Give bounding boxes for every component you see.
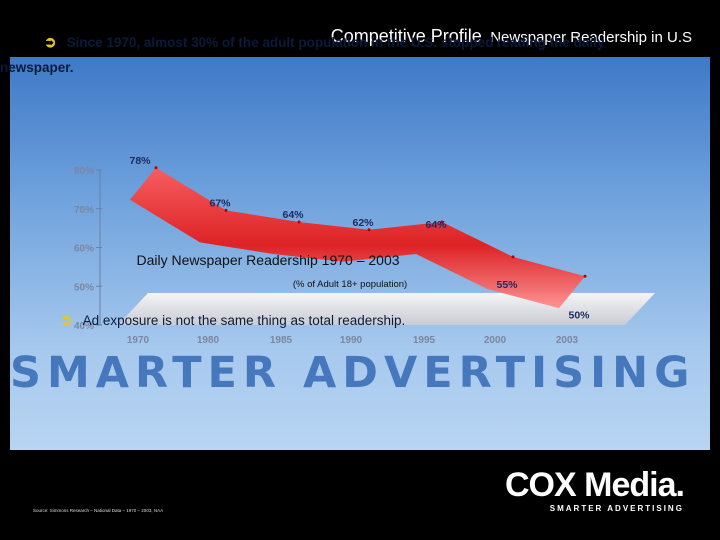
x-tick-label: 2000	[484, 335, 507, 346]
arrow-circle-icon: ➲	[44, 34, 57, 51]
data-label: 64%	[425, 219, 447, 231]
data-label: 62%	[352, 217, 374, 229]
data-point	[583, 274, 587, 278]
x-tick-label: 1990	[340, 335, 363, 346]
readership-area	[130, 167, 585, 309]
data-point	[440, 220, 444, 224]
data-point	[224, 208, 228, 212]
y-tick-label: 60%	[74, 244, 94, 255]
y-tick-label: 70%	[74, 205, 94, 216]
data-label: 67%	[209, 197, 231, 209]
arrow-circle-icon: ➲	[60, 312, 73, 329]
page-title: Competitive Profile Newspaper Readership…	[331, 26, 692, 47]
chart-floor	[118, 293, 655, 325]
bullet-1: ➲ Since 1970, almost 30% of the adult pop…	[0, 30, 664, 80]
x-tick-label: 1985	[270, 335, 293, 346]
x-tick-label: 1980	[197, 335, 220, 346]
bullet-2-text: Ad exposure is not the same thing as tot…	[82, 313, 406, 328]
watermark-text: SMARTER ADVERTISING	[10, 348, 696, 398]
data-point	[154, 166, 158, 170]
bullet-1-text: Since 1970, almost 30% of the adult popu…	[66, 35, 605, 50]
data-label: 55%	[496, 279, 518, 291]
logo-name: COX Media.	[505, 466, 685, 504]
data-point	[367, 228, 371, 232]
data-point	[297, 220, 301, 224]
data-label: 78%	[129, 155, 151, 167]
cox-media-logo: COX Media. SMARTER ADVERTISING	[505, 466, 685, 513]
x-tick-label: 2003	[556, 335, 579, 346]
y-tick-label: 50%	[74, 282, 94, 293]
logo-tagline: SMARTER ADVERTISING	[549, 504, 684, 513]
title-main: Competitive Profile	[330, 26, 482, 46]
data-label: 50%	[568, 309, 590, 321]
bullet-1-text-cont: newspaper.	[0, 60, 74, 75]
x-tick-label: 1995	[413, 335, 436, 346]
x-tick-label: 1970	[127, 335, 150, 346]
y-tick-label: 40%	[74, 321, 94, 332]
data-label: 64%	[282, 209, 304, 221]
chart-subtitle: (% of Adult 18+ population)	[293, 279, 407, 290]
bullet-2: ➲ Ad exposure is not the same thing as to…	[60, 311, 405, 329]
title-sub: Newspaper Readership in U.S	[490, 29, 692, 46]
data-point	[511, 255, 515, 259]
chart-title: Daily Newspaper Readership 1970 – 2003	[136, 252, 399, 268]
y-tick-label: 80%	[74, 166, 94, 177]
source-note: Source: Simmons Research – National Data…	[33, 508, 164, 513]
